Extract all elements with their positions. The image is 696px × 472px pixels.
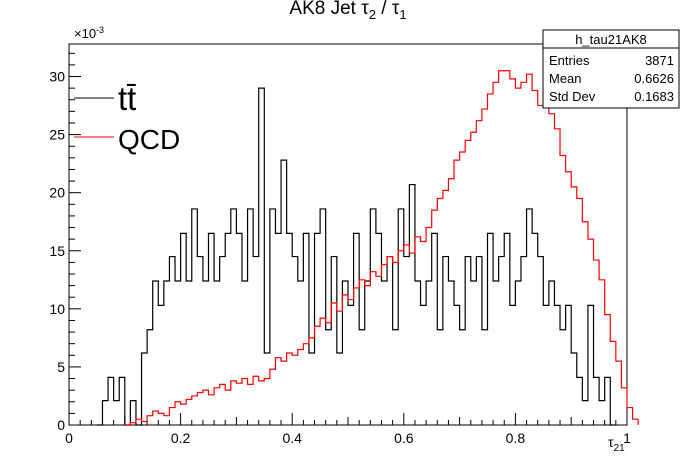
x-tick-label: 0.6 xyxy=(394,430,414,446)
x-tick-label: 0.4 xyxy=(282,430,302,446)
stats-mean-label: Mean xyxy=(549,71,582,86)
chart-title-mid: / τ xyxy=(376,0,400,19)
stats-entries-value: 3871 xyxy=(645,53,674,68)
legend: tt̄ QCD xyxy=(74,80,180,155)
stats-box-frame xyxy=(542,29,680,109)
y-tick-label: 30 xyxy=(49,69,65,85)
y-exponent-power: -3 xyxy=(96,25,104,35)
chart-title-sub-1: 2 xyxy=(369,7,376,22)
x-axis-label: τ21 xyxy=(608,434,625,454)
x-tick-label: 1 xyxy=(623,430,631,446)
stats-stddev-value: 0.1683 xyxy=(634,89,674,104)
x-tick-label: 0.8 xyxy=(506,430,526,446)
stats-entries-label: Entries xyxy=(549,53,590,68)
chart-title-main: AK8 Jet τ xyxy=(289,0,369,19)
chart-title: AK8 Jet τ2 / τ1 xyxy=(289,0,406,22)
legend-label-ttbar: tt̄ xyxy=(118,80,136,117)
x-tick-label: 0.2 xyxy=(171,430,191,446)
stats-mean-value: 0.6626 xyxy=(634,71,674,86)
stats-box-title: h_tau21AK8 xyxy=(575,32,647,47)
y-tick-label: 0 xyxy=(57,417,65,433)
series-qcd-line xyxy=(124,70,639,426)
y-tick-label: 15 xyxy=(49,243,65,259)
x-axis-ticks: 0 0.2 0.4 0.6 0.8 1 xyxy=(65,413,631,446)
y-tick-label: 5 xyxy=(57,359,65,375)
legend-label-qcd: QCD xyxy=(118,124,180,155)
stats-stddev-label: Std Dev xyxy=(549,89,596,104)
x-tick-label: 0 xyxy=(65,430,73,446)
x-axis-label-sub: 21 xyxy=(614,443,626,454)
y-axis-ticks: 0 5 10 15 20 25 30 xyxy=(49,52,81,433)
series-ttbar-line xyxy=(96,87,616,426)
x-axis-label-main: τ xyxy=(608,434,614,450)
y-tick-label: 10 xyxy=(49,301,65,317)
series-group xyxy=(96,70,639,426)
stats-box: h_tau21AK8 Entries 3871 Mean 0.6626 Std … xyxy=(542,29,680,109)
chart-title-sub-2: 1 xyxy=(399,7,406,22)
y-exponent-base: ×10 xyxy=(74,26,96,41)
y-exponent-label: ×10-3 xyxy=(74,25,104,41)
y-tick-label: 20 xyxy=(49,185,65,201)
y-tick-label: 25 xyxy=(49,127,65,143)
